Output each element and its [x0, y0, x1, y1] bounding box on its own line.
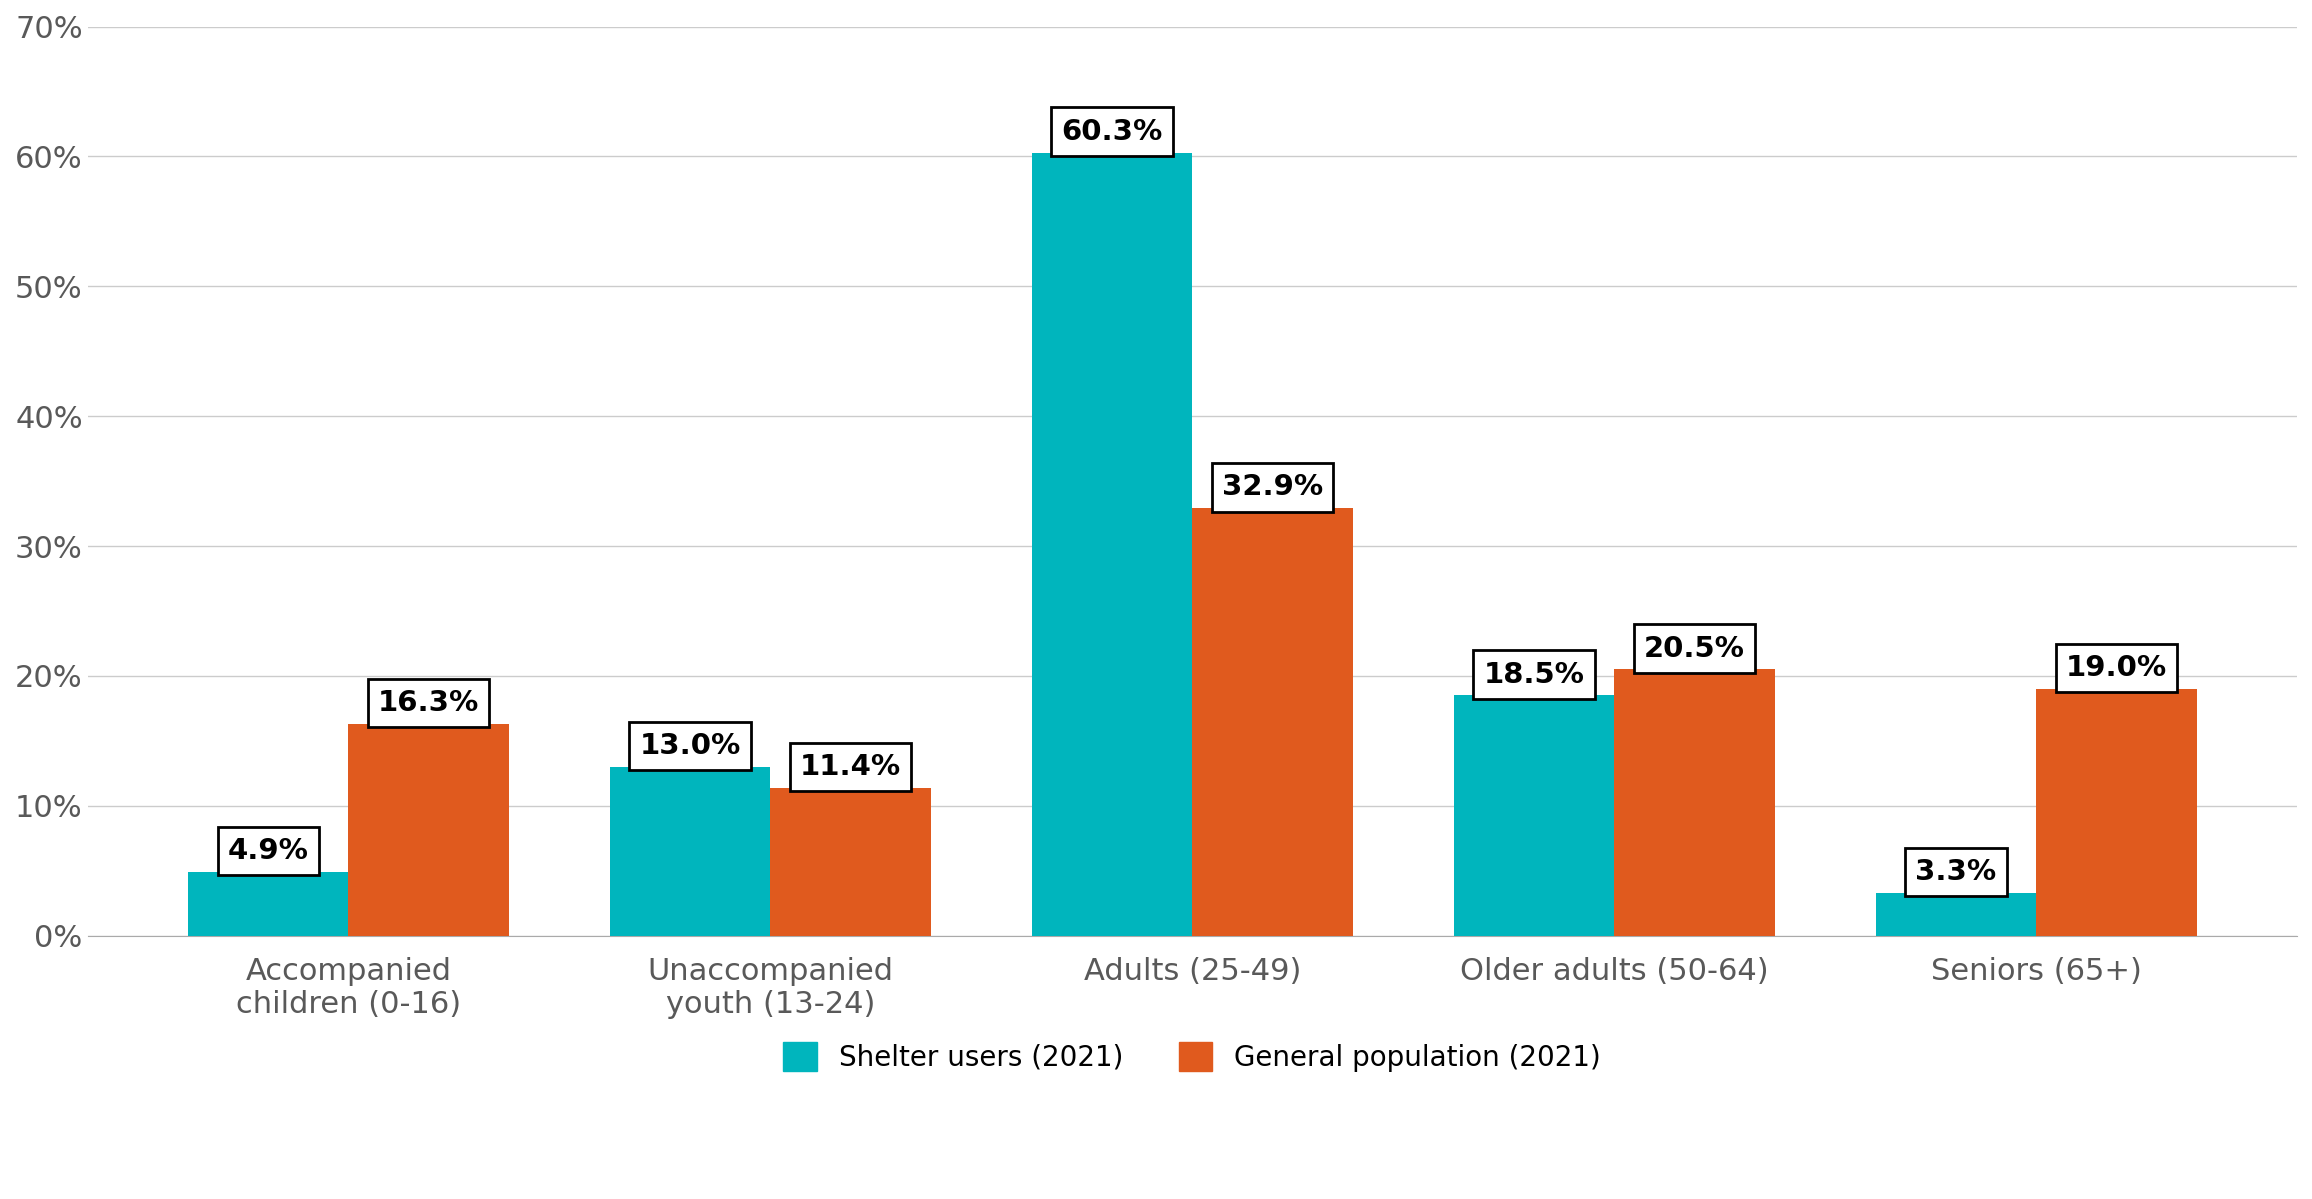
Text: 18.5%: 18.5% — [1484, 661, 1584, 688]
Legend: Shelter users (2021), General population (2021): Shelter users (2021), General population… — [770, 1029, 1616, 1085]
Bar — [1614, 669, 1776, 935]
Text: 3.3%: 3.3% — [1917, 858, 1998, 886]
Text: 20.5%: 20.5% — [1644, 634, 1746, 663]
Text: 60.3%: 60.3% — [1061, 118, 1163, 145]
Text: 13.0%: 13.0% — [640, 731, 740, 760]
Text: 16.3%: 16.3% — [377, 689, 479, 717]
Bar — [187, 872, 349, 935]
Text: 19.0%: 19.0% — [2067, 653, 2166, 682]
Text: 4.9%: 4.9% — [229, 837, 307, 866]
Bar — [610, 767, 770, 935]
Text: 11.4%: 11.4% — [800, 753, 902, 781]
Bar — [2037, 689, 2196, 935]
Bar — [349, 724, 509, 935]
Text: 32.9%: 32.9% — [1223, 474, 1322, 501]
Bar — [1193, 508, 1353, 935]
Bar — [1875, 893, 2037, 935]
Bar — [770, 788, 932, 935]
Bar — [1454, 695, 1614, 935]
Bar — [1031, 152, 1193, 935]
